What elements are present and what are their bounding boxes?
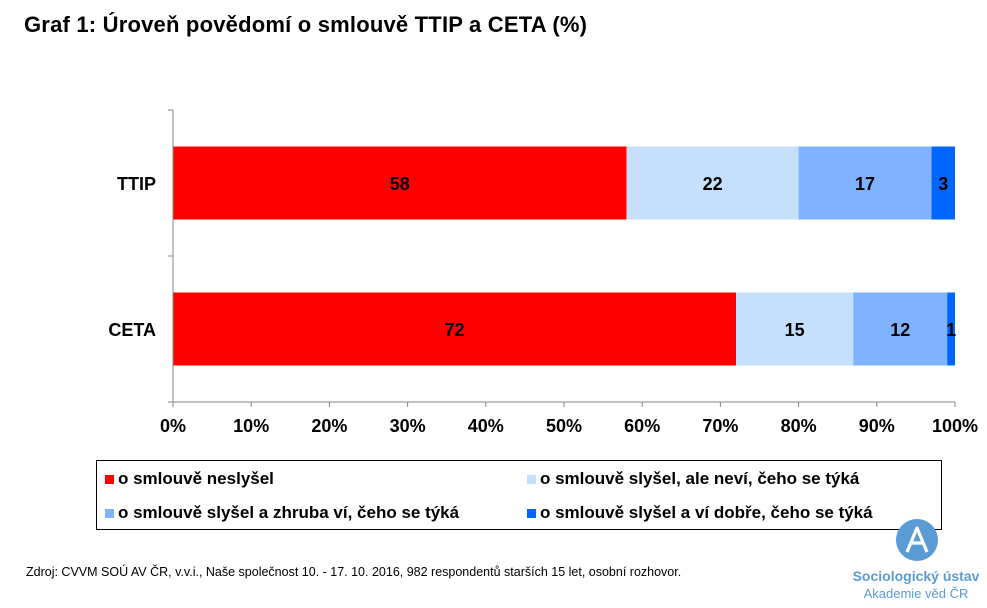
- legend-swatch-heard-roughly: [105, 508, 114, 518]
- bar-segment: [736, 292, 854, 366]
- legend-item-not-heard: o smlouvě neslyšel: [105, 469, 274, 489]
- legend-label-heard-well: o smlouvě slyšel a ví dobře, čeho se týk…: [540, 503, 873, 522]
- x-tick-label: 80%: [781, 416, 817, 436]
- x-tick-label: 70%: [702, 416, 738, 436]
- bar-segment: [173, 146, 627, 220]
- institute-logo: Sociologický ústav Akademie věd ČR: [848, 518, 984, 606]
- data-label: 15: [785, 320, 805, 340]
- data-label: 12: [890, 320, 910, 340]
- legend-label-not-heard: o smlouvě neslyšel: [118, 469, 274, 488]
- x-tick-label: 90%: [859, 416, 895, 436]
- category-label: CETA: [108, 320, 156, 340]
- legend-label-heard-roughly: o smlouvě slyšel a zhruba ví, čeho se tý…: [118, 503, 460, 522]
- category-label: TTIP: [117, 174, 156, 194]
- stacked-bar-chart: 58 22 17 3 TTIP 72 15 12 1 CETA 0% 10% 20% 30% 40% 50% 6…: [108, 109, 978, 436]
- legend-item-heard-roughly: o smlouvě slyšel a zhruba ví, čeho se tý…: [105, 503, 459, 523]
- legend-item-heard-well: o smlouvě slyšel a ví dobře, čeho se týk…: [527, 503, 873, 523]
- data-label: 17: [855, 174, 875, 194]
- bar-segment: [947, 292, 955, 366]
- chart-title: Graf 1: Úroveň povědomí o smlouvě TTIP a…: [24, 12, 588, 37]
- institute-logo-subtitle: Akademie věd ČR: [863, 586, 969, 601]
- bar-segment: [626, 146, 799, 220]
- x-tick-label: 100%: [932, 416, 978, 436]
- data-label: 1: [946, 320, 956, 340]
- institute-logo-mark-icon: [896, 519, 938, 561]
- x-tick-label: 10%: [233, 416, 269, 436]
- data-label: 72: [445, 320, 465, 340]
- institute-logo-name: Sociologický ústav: [852, 568, 980, 584]
- x-tick-label: 40%: [468, 416, 504, 436]
- x-tick-label: 0%: [160, 416, 186, 436]
- source-note: Zdroj: CVVM SOÚ AV ČR, v.v.i., Naše spol…: [26, 565, 682, 579]
- chart-legend: o smlouvě neslyšel o smlouvě slyšel, ale…: [96, 460, 942, 530]
- legend-label-heard-no-idea: o smlouvě slyšel, ale neví, čeho se týká: [540, 469, 860, 488]
- data-label: 58: [390, 174, 410, 194]
- bar-segment: [798, 146, 932, 220]
- legend-item-heard-no-idea: o smlouvě slyšel, ale neví, čeho se týká: [527, 469, 859, 489]
- x-tick-label: 20%: [311, 416, 347, 436]
- x-tick-label: 30%: [390, 416, 426, 436]
- data-label: 3: [938, 174, 948, 194]
- legend-swatch-heard-no-idea: [527, 474, 536, 484]
- bar-segment: [931, 146, 955, 220]
- x-tick-label: 60%: [624, 416, 660, 436]
- bar-segment: [853, 292, 948, 366]
- bar-segment: [173, 292, 737, 366]
- x-tick-label: 50%: [546, 416, 582, 436]
- legend-swatch-not-heard: [105, 474, 114, 484]
- legend-swatch-heard-well: [527, 508, 536, 518]
- data-label: 22: [703, 174, 723, 194]
